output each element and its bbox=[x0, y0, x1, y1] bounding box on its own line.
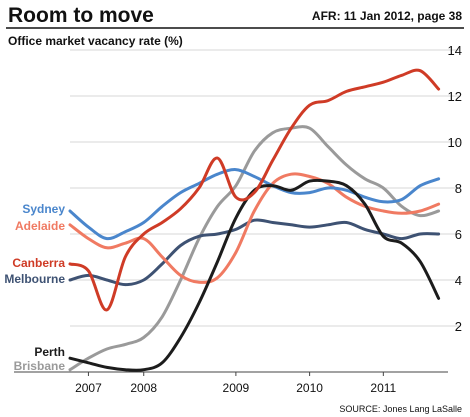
y-tick-label: 4 bbox=[455, 273, 462, 288]
series-label-melbourne: Melbourne bbox=[4, 272, 65, 286]
y-tick-label: 10 bbox=[448, 135, 462, 150]
chart-title: Room to move bbox=[8, 4, 154, 27]
x-tick-label: 2011 bbox=[370, 381, 396, 395]
series-labels: Sydney Adelaide Canberra Melbourne PerthBris… bbox=[4, 202, 65, 373]
x-tick-label: 2007 bbox=[75, 381, 102, 395]
x-tick-labels: 2007 2008 2009 2010 2011 bbox=[75, 372, 397, 395]
series-lines bbox=[68, 68, 441, 372]
series-label-perth: Perth bbox=[34, 345, 65, 359]
series-line-melbourne bbox=[68, 218, 441, 287]
series-label-brisbane: Brisbane bbox=[14, 359, 66, 373]
series-line-perth bbox=[68, 178, 441, 372]
x-tick-label: 2009 bbox=[223, 381, 250, 395]
series-line-sydney bbox=[68, 168, 441, 241]
series-label-adelaide: Adelaide bbox=[15, 219, 65, 233]
y-tick-label: 12 bbox=[448, 89, 462, 104]
series-line-adelaide bbox=[68, 172, 441, 284]
series-line-brisbane bbox=[68, 125, 441, 372]
series-line-canberra bbox=[68, 68, 441, 312]
y-tick-label: 6 bbox=[455, 227, 462, 242]
gridlines bbox=[14, 49, 460, 373]
y-tick-label: 8 bbox=[455, 181, 462, 196]
y-tick-label: 14 bbox=[448, 43, 462, 58]
y-tick-label: 2 bbox=[455, 319, 462, 334]
series-label-canberra: Canberra bbox=[12, 256, 65, 270]
y-tick-labels: 2 4 6 8 10 12 14 bbox=[448, 43, 462, 334]
source-credit: SOURCE: Jones Lang LaSalle bbox=[339, 404, 462, 414]
x-tick-label: 2010 bbox=[296, 381, 323, 395]
source-reference: AFR: 11 Jan 2012, page 38 bbox=[312, 9, 462, 23]
series-label-sydney: Sydney bbox=[22, 202, 65, 216]
chart-subtitle: Office market vacancy rate (%) bbox=[8, 34, 183, 48]
x-tick-label: 2008 bbox=[130, 381, 157, 395]
